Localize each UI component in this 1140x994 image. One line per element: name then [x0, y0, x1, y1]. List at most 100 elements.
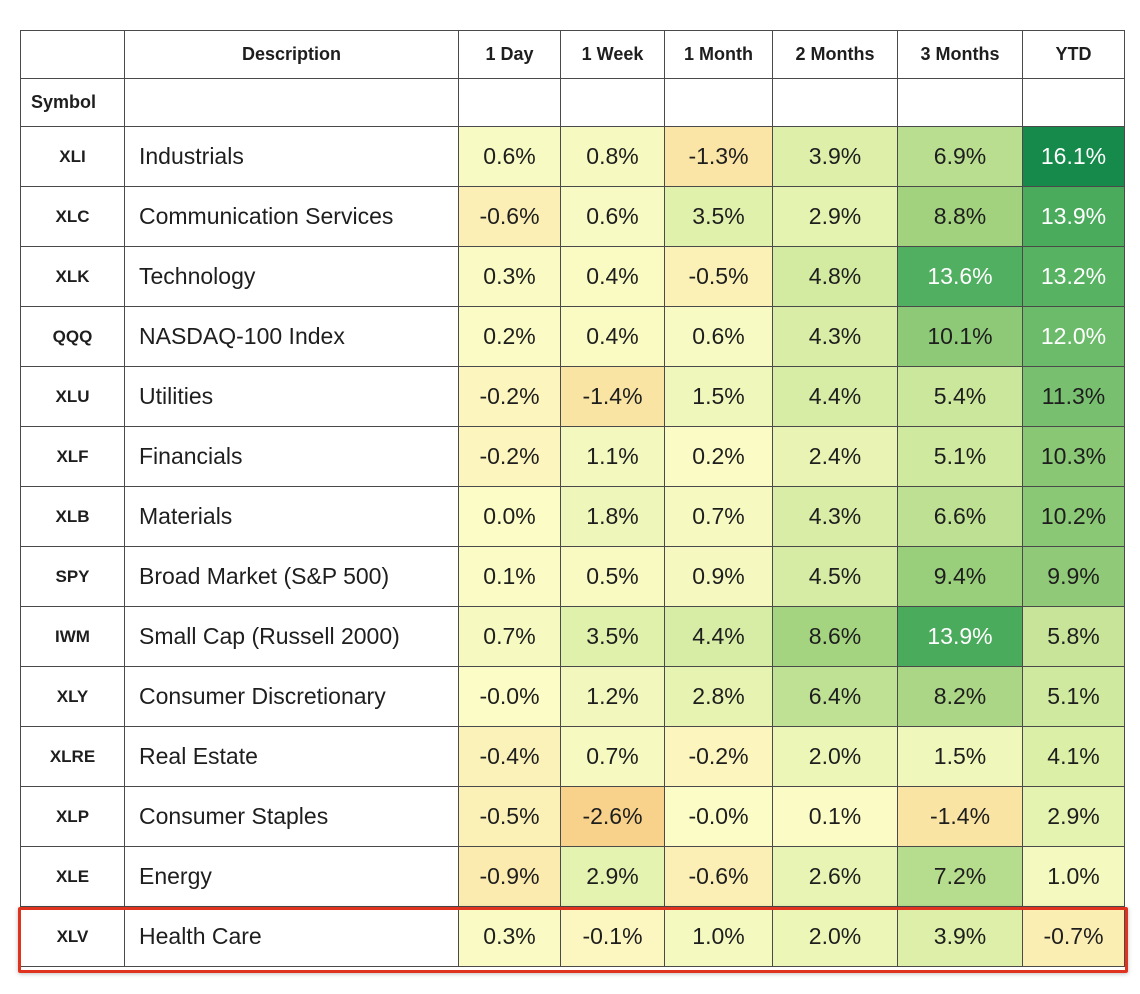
value-cell: 13.6% — [897, 246, 1023, 307]
value-cell: 1.1% — [560, 426, 665, 487]
value-cell: 13.9% — [897, 606, 1023, 667]
value-cell: 3.5% — [560, 606, 665, 667]
value-cell: 0.5% — [560, 546, 665, 607]
column-header: YTD — [1022, 30, 1125, 79]
table-row: SPY Broad Market (S&P 500) 0.1% 0.5% 0.9% 4.5… — [20, 546, 1125, 607]
value-cell: -0.2% — [664, 726, 773, 787]
value-cell: 6.6% — [897, 486, 1023, 547]
value-cell: 9.9% — [1022, 546, 1125, 607]
symbol-cell: QQQ — [20, 306, 125, 367]
value-cell: 5.4% — [897, 366, 1023, 427]
header-cell-empty — [664, 78, 773, 127]
value-cell: 7.2% — [897, 846, 1023, 907]
table-row: XLV Health Care 0.3% -0.1% 1.0% 2.0% 3.9% -0.7% — [20, 906, 1125, 967]
value-cell: 2.9% — [560, 846, 665, 907]
value-cell: 0.6% — [458, 126, 561, 187]
value-cell: 0.7% — [664, 486, 773, 547]
value-cell: 9.4% — [897, 546, 1023, 607]
symbol-cell: XLU — [20, 366, 125, 427]
table-row: XLE Energy -0.9% 2.9% -0.6% 2.6% 7.2% 1.0% — [20, 846, 1125, 907]
value-cell: 13.9% — [1022, 186, 1125, 247]
performance-table: Description 1 Day 1 Week 1 Month 2 Months 3 M… — [20, 30, 1125, 967]
value-cell: 8.8% — [897, 186, 1023, 247]
description-cell: Communication Services — [124, 186, 459, 247]
description-cell: Financials — [124, 426, 459, 487]
column-header: 1 Day — [458, 30, 561, 79]
table-row: XLI Industrials 0.6% 0.8% -1.3% 3.9% 6.9% 16.1% — [20, 126, 1125, 187]
header-cell-empty — [897, 78, 1023, 127]
table-row: XLB Materials 0.0% 1.8% 0.7% 4.3% 6.6% 10.2% — [20, 486, 1125, 547]
value-cell: 0.6% — [664, 306, 773, 367]
symbol-cell: IWM — [20, 606, 125, 667]
symbol-cell: XLI — [20, 126, 125, 187]
value-cell: -0.1% — [560, 906, 665, 967]
value-cell: 11.3% — [1022, 366, 1125, 427]
value-cell: -0.2% — [458, 366, 561, 427]
column-header: 2 Months — [772, 30, 898, 79]
value-cell: -0.5% — [664, 246, 773, 307]
description-cell: Health Care — [124, 906, 459, 967]
symbol-cell: XLB — [20, 486, 125, 547]
value-cell: 0.7% — [458, 606, 561, 667]
value-cell: -0.2% — [458, 426, 561, 487]
table-row: XLF Financials -0.2% 1.1% 0.2% 2.4% 5.1% 10.3% — [20, 426, 1125, 487]
value-cell: 1.0% — [1022, 846, 1125, 907]
value-cell: 6.9% — [897, 126, 1023, 187]
value-cell: 2.4% — [772, 426, 898, 487]
symbol-cell: XLF — [20, 426, 125, 487]
value-cell: -0.6% — [458, 186, 561, 247]
value-cell: 4.3% — [772, 486, 898, 547]
description-cell: Materials — [124, 486, 459, 547]
value-cell: 4.5% — [772, 546, 898, 607]
value-cell: 4.4% — [772, 366, 898, 427]
symbol-cell: XLK — [20, 246, 125, 307]
symbol-cell: XLE — [20, 846, 125, 907]
description-cell: Consumer Discretionary — [124, 666, 459, 727]
description-cell: Real Estate — [124, 726, 459, 787]
value-cell: 0.1% — [772, 786, 898, 847]
value-cell: -0.0% — [458, 666, 561, 727]
value-cell: 0.3% — [458, 906, 561, 967]
header-cell-empty — [772, 78, 898, 127]
table-row: XLRE Real Estate -0.4% 0.7% -0.2% 2.0% 1.5% 4.1… — [20, 726, 1125, 787]
value-cell: 10.3% — [1022, 426, 1125, 487]
value-cell: 3.9% — [897, 906, 1023, 967]
value-cell: 10.2% — [1022, 486, 1125, 547]
value-cell: 2.8% — [664, 666, 773, 727]
value-cell: -0.0% — [664, 786, 773, 847]
value-cell: 0.2% — [458, 306, 561, 367]
table-row: XLY Consumer Discretionary -0.0% 1.2% 2.8% 6.… — [20, 666, 1125, 727]
value-cell: -0.7% — [1022, 906, 1125, 967]
value-cell: 16.1% — [1022, 126, 1125, 187]
value-cell: 6.4% — [772, 666, 898, 727]
column-header: Description — [124, 30, 459, 79]
value-cell: 1.5% — [897, 726, 1023, 787]
column-header: 1 Week — [560, 30, 665, 79]
value-cell: 5.8% — [1022, 606, 1125, 667]
value-cell: 2.9% — [1022, 786, 1125, 847]
header-cell-empty — [560, 78, 665, 127]
value-cell: 12.0% — [1022, 306, 1125, 367]
value-cell: -1.4% — [897, 786, 1023, 847]
table-row: IWM Small Cap (Russell 2000) 0.7% 3.5% 4.4% 8… — [20, 606, 1125, 667]
description-cell: Technology — [124, 246, 459, 307]
value-cell: 2.0% — [772, 906, 898, 967]
column-header: 1 Month — [664, 30, 773, 79]
description-cell: Small Cap (Russell 2000) — [124, 606, 459, 667]
value-cell: 4.1% — [1022, 726, 1125, 787]
value-cell: -0.6% — [664, 846, 773, 907]
table-row: XLC Communication Services -0.6% 0.6% 3.5% 2.… — [20, 186, 1125, 247]
table-container: Description 1 Day 1 Week 1 Month 2 Months 3 M… — [20, 30, 1125, 967]
value-cell: 0.1% — [458, 546, 561, 607]
value-cell: -2.6% — [560, 786, 665, 847]
value-cell: 4.4% — [664, 606, 773, 667]
header-cell-empty — [124, 78, 459, 127]
table-header: Description 1 Day 1 Week 1 Month 2 Months 3 M… — [20, 30, 1125, 127]
index-name: Symbol — [20, 78, 125, 127]
value-cell: 1.5% — [664, 366, 773, 427]
symbol-cell: SPY — [20, 546, 125, 607]
description-cell: Industrials — [124, 126, 459, 187]
value-cell: 0.4% — [560, 306, 665, 367]
value-cell: 10.1% — [897, 306, 1023, 367]
